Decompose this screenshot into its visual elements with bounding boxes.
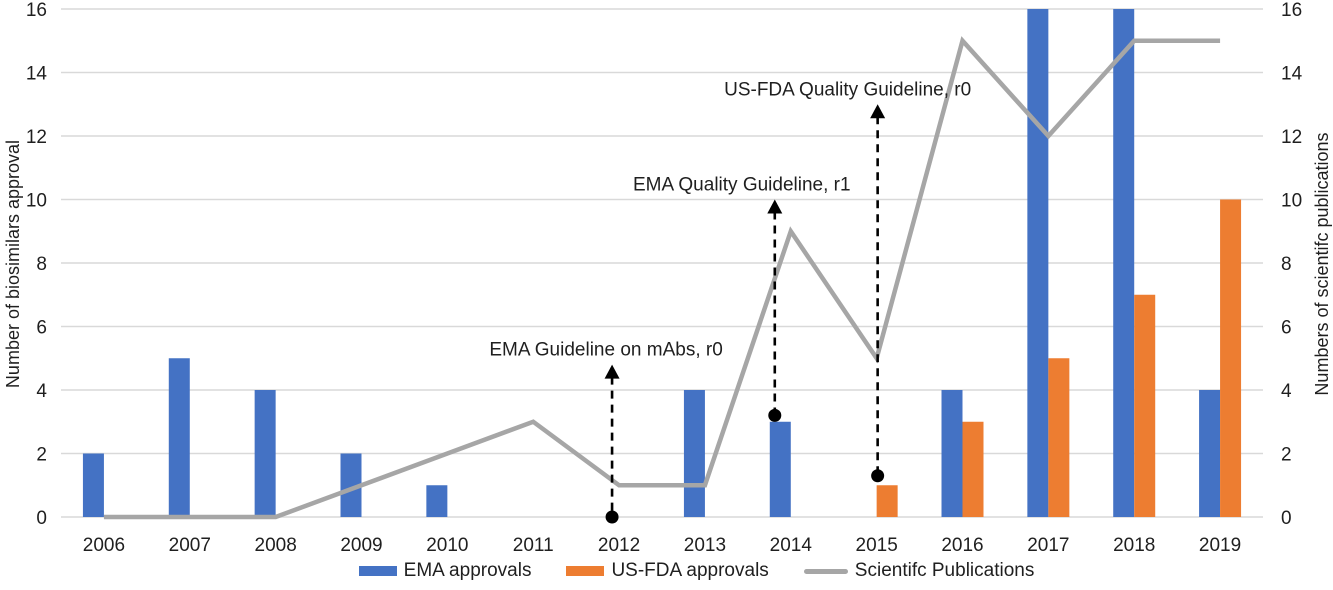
left-axis-tick-label: 0 bbox=[36, 508, 47, 529]
left-axis-tick-label: 10 bbox=[26, 191, 47, 212]
left-axis-tick-label: 8 bbox=[36, 254, 47, 275]
annotation-label: EMA Quality Guideline, r1 bbox=[633, 175, 851, 196]
legend-line-swatch-icon bbox=[803, 568, 848, 574]
x-axis-label-2016: 2016 bbox=[941, 535, 983, 556]
left-axis-tick-label: 6 bbox=[36, 318, 47, 339]
bar-ema-approvals-2007 bbox=[168, 358, 190, 517]
bar-us-fda-approvals-2016 bbox=[962, 421, 984, 517]
x-axis-label-2014: 2014 bbox=[770, 535, 813, 556]
left-axis-tick-label: 2 bbox=[36, 445, 47, 466]
right-axis-tick-label: 10 bbox=[1281, 191, 1302, 212]
bar-us-fda-approvals-2018 bbox=[1134, 294, 1156, 517]
annotation-dot bbox=[768, 408, 782, 422]
right-axis-tick-label: 8 bbox=[1281, 254, 1292, 275]
right-axis-tick-label: 16 bbox=[1281, 0, 1302, 21]
bar-ema-approvals-2008 bbox=[254, 390, 276, 517]
annotation-label: EMA Guideline on mAbs, r0 bbox=[489, 340, 722, 361]
right-axis-tick-label: 14 bbox=[1281, 64, 1303, 85]
annotation-dot bbox=[605, 510, 619, 524]
left-axis-tick-label: 4 bbox=[36, 381, 47, 402]
bar-ema-approvals-2013 bbox=[683, 390, 705, 517]
annotation-label: US-FDA Quality Guideline, r0 bbox=[724, 79, 971, 100]
bar-ema-approvals-2010 bbox=[426, 485, 448, 517]
x-axis-label-2010: 2010 bbox=[426, 535, 468, 556]
annotation-arrowhead-icon bbox=[870, 104, 886, 119]
bar-ema-approvals-2019 bbox=[1199, 390, 1221, 517]
right-axis-title: Numbers of scientifc publications bbox=[1312, 132, 1332, 396]
x-axis-label-2012: 2012 bbox=[598, 535, 640, 556]
bar-ema-approvals-2006 bbox=[82, 453, 104, 517]
bar-us-fda-approvals-2019 bbox=[1220, 199, 1242, 517]
left-axis-tick-label: 16 bbox=[26, 0, 47, 21]
x-axis-label-2009: 2009 bbox=[340, 535, 382, 556]
x-axis-label-2018: 2018 bbox=[1113, 535, 1155, 556]
right-axis-tick-label: 12 bbox=[1281, 127, 1302, 148]
x-axis-label-2007: 2007 bbox=[169, 535, 211, 556]
bar-ema-approvals-2014 bbox=[769, 421, 791, 517]
legend-color-swatch-icon bbox=[358, 566, 397, 576]
x-axis-label-2008: 2008 bbox=[255, 535, 297, 556]
bar-ema-approvals-2017 bbox=[1027, 9, 1049, 517]
left-axis-tick-label: 12 bbox=[26, 127, 47, 148]
legend-item-scientifc-publications: Scientifc Publications bbox=[803, 560, 1035, 582]
x-axis-label-2013: 2013 bbox=[684, 535, 726, 556]
left-axis-tick-label: 14 bbox=[26, 64, 48, 85]
legend-item-us-fda-approvals: US-FDA approvals bbox=[566, 560, 769, 582]
x-axis-label-2017: 2017 bbox=[1027, 535, 1069, 556]
bar-us-fda-approvals-2015 bbox=[876, 485, 898, 517]
annotation-arrowhead-icon bbox=[767, 199, 783, 214]
legend-label: US-FDA approvals bbox=[611, 560, 769, 581]
annotation-arrowhead-icon bbox=[604, 364, 620, 379]
x-axis-label-2015: 2015 bbox=[856, 535, 898, 556]
right-axis-tick-label: 6 bbox=[1281, 318, 1292, 339]
x-axis-label-2019: 2019 bbox=[1199, 535, 1241, 556]
x-axis-label-2011: 2011 bbox=[513, 535, 554, 556]
left-axis-title: Number of biosimilars approval bbox=[3, 139, 23, 389]
publications-line bbox=[103, 36, 1221, 520]
annotation-dot bbox=[871, 469, 885, 483]
right-axis-tick-label: 4 bbox=[1281, 381, 1292, 402]
right-axis-tick-label: 0 bbox=[1281, 508, 1292, 529]
legend-color-swatch-icon bbox=[566, 566, 605, 576]
bar-ema-approvals-2009 bbox=[340, 453, 362, 517]
right-axis-tick-label: 2 bbox=[1281, 445, 1292, 466]
legend-item-ema-approvals: EMA approvals bbox=[358, 560, 532, 582]
bar-ema-approvals-2016 bbox=[941, 390, 963, 517]
bar-us-fda-approvals-2017 bbox=[1048, 358, 1070, 517]
bar-ema-approvals-2018 bbox=[1113, 9, 1135, 517]
x-axis-label-2006: 2006 bbox=[83, 535, 125, 556]
legend-label: EMA approvals bbox=[403, 560, 532, 581]
legend: EMA approvals US-FDA approvals Scientifc P… bbox=[30, 560, 1333, 582]
legend-label: Scientifc Publications bbox=[854, 560, 1035, 581]
